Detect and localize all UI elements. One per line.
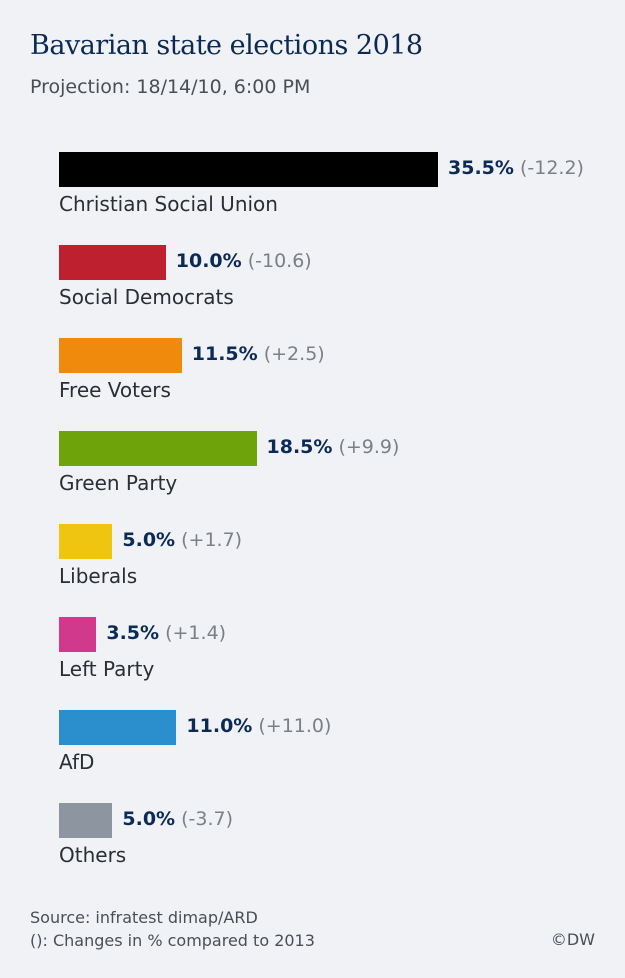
value-label: 5.0% (-3.7) (122, 808, 233, 830)
category-label: Green Party (59, 471, 178, 495)
category-label: Free Voters (59, 378, 171, 402)
value-label: 11.0% (+11.0) (186, 715, 331, 737)
percent-value: 5.0% (122, 529, 176, 551)
value-label: 18.5% (+9.9) (267, 436, 400, 458)
value-label: 10.0% (-10.6) (176, 250, 312, 272)
change-value: (+9.9) (332, 436, 400, 458)
bar-1 (59, 245, 166, 280)
change-value: (-12.2) (513, 157, 584, 179)
category-label: Social Democrats (59, 285, 234, 309)
category-label: AfD (59, 750, 95, 774)
percent-value: 18.5% (266, 436, 333, 458)
percent-value: 35.5% (448, 157, 514, 179)
bar-2 (59, 338, 182, 373)
category-label: Others (59, 843, 127, 867)
change-value: (+1.4) (159, 622, 227, 644)
bar-5 (59, 617, 97, 652)
bar-7 (59, 803, 113, 838)
change-value: (-10.6) (241, 250, 312, 272)
bar-4 (59, 524, 113, 559)
source-text: Source: infratest dimap/ARD (30, 908, 258, 927)
change-value: (+2.5) (257, 343, 325, 365)
percent-value: 11.5% (191, 343, 258, 365)
bar-0 (59, 152, 438, 187)
category-label: Christian Social Union (59, 192, 278, 216)
chart-title: Bavarian state elections 2018 (30, 30, 423, 61)
value-label: 5.0% (+1.7) (122, 529, 242, 551)
value-label: 3.5% (+1.4) (106, 622, 226, 644)
value-label: 35.5% (-12.2) (448, 157, 584, 179)
value-label: 11.5% (+2.5) (192, 343, 325, 365)
percent-value: 3.5% (106, 622, 160, 644)
chart-subtitle: Projection: 18/14/10, 6:00 PM (30, 76, 311, 98)
category-label: Liberals (59, 564, 138, 588)
percent-value: 11.0% (186, 715, 253, 737)
category-label: Left Party (59, 657, 155, 681)
change-value: (-3.7) (175, 808, 234, 830)
change-value: (+1.7) (175, 529, 243, 551)
bar-6 (59, 710, 177, 745)
changes-note: (): Changes in % compared to 2013 (30, 931, 315, 950)
change-value: (+11.0) (252, 715, 332, 737)
bar-3 (59, 431, 257, 466)
copyright: ©DW (550, 930, 595, 949)
percent-value: 5.0% (122, 808, 176, 830)
footer-notes: Source: infratest dimap/ARD (): Changes … (30, 906, 315, 952)
percent-value: 10.0% (175, 250, 242, 272)
